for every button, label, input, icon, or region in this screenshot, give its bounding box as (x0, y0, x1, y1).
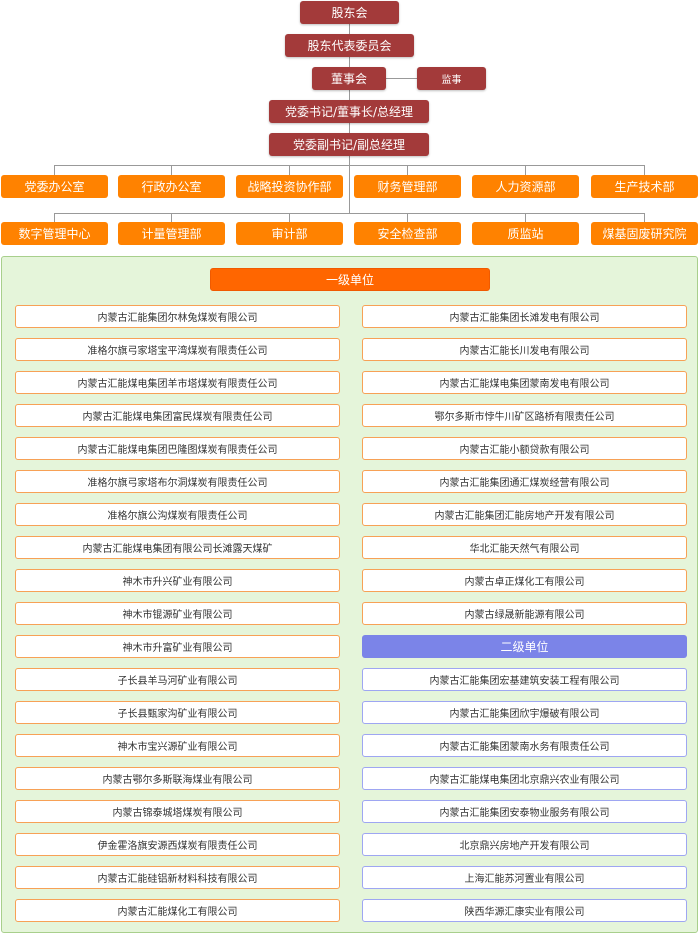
level1-unit[interactable]: 准格尔旗弓家塔布尔洞煤炭有限责任公司 (15, 470, 340, 493)
department-box[interactable]: 质监站 (472, 222, 579, 245)
department-box[interactable]: 行政办公室 (118, 175, 225, 198)
board-box[interactable]: 董事会 (312, 67, 386, 90)
level1-unit[interactable]: 内蒙古绿晟新能源有限公司 (362, 602, 687, 625)
connector (644, 213, 645, 222)
level1-unit[interactable]: 内蒙古汇能煤电集团有限公司长滩露天煤矿 (15, 536, 340, 559)
chairman-box[interactable]: 党委书记/董事长/总经理 (269, 100, 429, 123)
level1-header: 一级单位 (210, 268, 490, 291)
level1-unit[interactable]: 内蒙古汇能煤电集团羊市塔煤炭有限责任公司 (15, 371, 340, 394)
level2-unit[interactable]: 北京鼎兴房地产开发有限公司 (362, 833, 687, 856)
level1-unit[interactable]: 内蒙古汇能硅铝新材料科技有限公司 (15, 866, 340, 889)
connector (54, 213, 645, 214)
level1-unit[interactable]: 神木市宝兴源矿业有限公司 (15, 734, 340, 757)
shareholders-box[interactable]: 股东会 (300, 1, 399, 24)
level1-unit[interactable]: 神木市升富矿业有限公司 (15, 635, 340, 658)
connector (289, 165, 290, 175)
level1-unit[interactable]: 准格尔旗公沟煤炭有限责任公司 (15, 503, 340, 526)
level1-unit[interactable]: 神木市锟源矿业有限公司 (15, 602, 340, 625)
connector (171, 165, 172, 175)
level1-unit[interactable]: 内蒙古汇能煤化工有限公司 (15, 899, 340, 922)
level1-unit[interactable]: 内蒙古锦泰城塔煤炭有限公司 (15, 800, 340, 823)
level1-unit[interactable]: 内蒙古汇能集团长滩发电有限公司 (362, 305, 687, 328)
level2-unit[interactable]: 上海汇能苏河置业有限公司 (362, 866, 687, 889)
level2-unit[interactable]: 内蒙古汇能集团安泰物业服务有限公司 (362, 800, 687, 823)
connector (54, 213, 55, 222)
level1-unit[interactable]: 子长县羊马河矿业有限公司 (15, 668, 340, 691)
level2-unit[interactable]: 陕西华源汇康实业有限公司 (362, 899, 687, 922)
level1-unit[interactable]: 内蒙古汇能集团通汇煤炭经营有限公司 (362, 470, 687, 493)
level2-header: 二级单位 (362, 635, 687, 658)
connector (644, 165, 645, 175)
level1-unit[interactable]: 伊金霍洛旗安源西煤炭有限责任公司 (15, 833, 340, 856)
connector (171, 213, 172, 222)
deputy-box[interactable]: 党委副书记/副总经理 (269, 133, 429, 156)
supervisor-box[interactable]: 监事 (417, 67, 486, 90)
level1-unit[interactable]: 内蒙古汇能煤电集团富民煤炭有限责任公司 (15, 404, 340, 427)
connector (54, 165, 645, 166)
department-box[interactable]: 生产技术部 (591, 175, 698, 198)
connector (525, 165, 526, 175)
connector (54, 165, 55, 175)
level2-unit[interactable]: 内蒙古汇能煤电集团北京鼎兴农业有限公司 (362, 767, 687, 790)
connector (289, 213, 290, 222)
department-box[interactable]: 审计部 (236, 222, 343, 245)
level1-unit[interactable]: 华北汇能天然气有限公司 (362, 536, 687, 559)
department-box[interactable]: 煤基固废研究院 (591, 222, 698, 245)
department-box[interactable]: 人力资源部 (472, 175, 579, 198)
connector (407, 213, 408, 222)
connector (407, 165, 408, 175)
connector (386, 78, 417, 79)
level1-unit[interactable]: 内蒙古汇能长川发电有限公司 (362, 338, 687, 361)
level1-unit[interactable]: 神木市升兴矿业有限公司 (15, 569, 340, 592)
department-box[interactable]: 财务管理部 (354, 175, 461, 198)
department-box[interactable]: 战略投资协作部 (236, 175, 343, 198)
level1-unit[interactable]: 内蒙古汇能小额贷款有限公司 (362, 437, 687, 460)
shareholder-reps-box[interactable]: 股东代表委员会 (285, 34, 414, 57)
level1-unit[interactable]: 内蒙古鄂尔多斯联海煤业有限公司 (15, 767, 340, 790)
department-box[interactable]: 党委办公室 (1, 175, 108, 198)
level2-unit[interactable]: 内蒙古汇能集团蒙南水务有限责任公司 (362, 734, 687, 757)
level1-unit[interactable]: 内蒙古汇能煤电集团巴隆图煤炭有限责任公司 (15, 437, 340, 460)
department-box[interactable]: 计量管理部 (118, 222, 225, 245)
level1-unit[interactable]: 内蒙古汇能集团尔林兔煤炭有限公司 (15, 305, 340, 328)
level1-unit[interactable]: 子长县甄家沟矿业有限公司 (15, 701, 340, 724)
level1-unit[interactable]: 内蒙古卓正煤化工有限公司 (362, 569, 687, 592)
level1-unit[interactable]: 内蒙古汇能集团汇能房地产开发有限公司 (362, 503, 687, 526)
level1-unit[interactable]: 准格尔旗弓家塔宝平湾煤炭有限责任公司 (15, 338, 340, 361)
level1-unit[interactable]: 鄂尔多斯市悖牛川矿区路桥有限责任公司 (362, 404, 687, 427)
level2-unit[interactable]: 内蒙古汇能集团欣宇爆破有限公司 (362, 701, 687, 724)
department-box[interactable]: 安全检查部 (354, 222, 461, 245)
department-box[interactable]: 数字管理中心 (1, 222, 108, 245)
level2-unit[interactable]: 内蒙古汇能集团宏基建筑安装工程有限公司 (362, 668, 687, 691)
level1-unit[interactable]: 内蒙古汇能煤电集团蒙南发电有限公司 (362, 371, 687, 394)
connector (525, 213, 526, 222)
